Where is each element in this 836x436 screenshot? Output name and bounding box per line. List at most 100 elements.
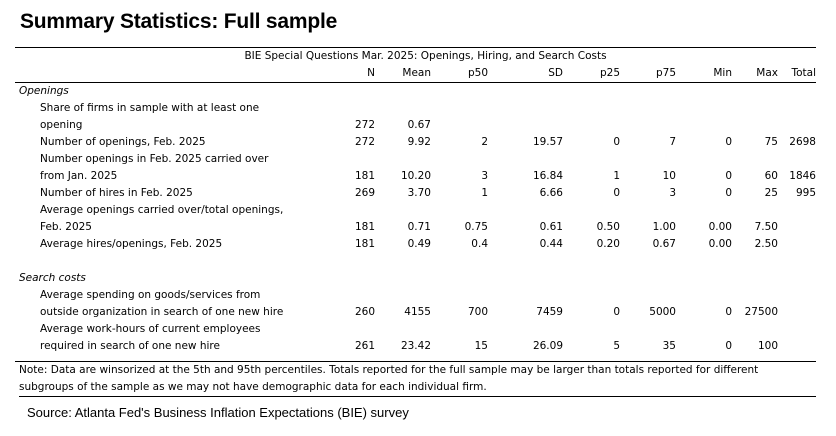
empty-cell (620, 151, 676, 168)
summary-statistics-table: N Mean p50 SD p25 p75 Min Max Total Open… (15, 65, 816, 355)
header-n: N (320, 65, 375, 83)
row-label-continued: required in search of one new hire (40, 340, 220, 352)
note-line: Note: Data are winsorized at the 5th and… (19, 364, 759, 376)
row-label: Average work-hours of current employees (40, 323, 261, 335)
table-bottom-rule (19, 396, 816, 397)
empty-cell (778, 151, 816, 168)
value-cell-p75: 7 (669, 136, 676, 148)
table-row: Share of firms in sample with at least o… (15, 100, 816, 117)
row-label-continued: from Jan. 2025 (40, 170, 118, 182)
value-cell-max: 100 (757, 340, 778, 352)
value-cell-sd: 6.66 (539, 187, 563, 199)
header-p75: p75 (620, 65, 676, 83)
table-row: Feb. 2025 181 0.71 0.75 0.61 0.50 1.00 0.00 7.50 (15, 219, 816, 236)
value-cell-min: 0 (725, 187, 732, 199)
value-cell-sd: 0.44 (539, 238, 563, 250)
value-cell-p25: 5 (613, 340, 620, 352)
value-cell-mean: 3.70 (407, 187, 431, 199)
value-cell-min: 0 (725, 306, 732, 318)
empty-cell (778, 100, 816, 117)
empty-cell (732, 151, 778, 168)
value-cell-min: 0 (725, 136, 732, 148)
value-cell-p25: 0 (613, 136, 620, 148)
header-max: Max (732, 65, 778, 83)
header-sd: SD (488, 65, 563, 83)
empty-cell (676, 151, 732, 168)
value-cell-min: 0.00 (708, 238, 732, 250)
table-row: required in search of one new hire 261 23.… (15, 338, 816, 355)
value-cell-p50: 1 (481, 187, 488, 199)
row-label: Average openings carried over/total open… (40, 204, 284, 216)
empty-cell (488, 287, 563, 304)
empty-cell (375, 321, 431, 338)
value-cell-total (778, 304, 816, 321)
table-row: Number openings in Feb. 2025 carried ove… (15, 151, 816, 168)
empty-cell (431, 202, 488, 219)
value-cell-p25 (563, 117, 620, 134)
empty-cell (488, 100, 563, 117)
value-cell-sd: 16.84 (532, 170, 563, 182)
table-row: Number of hires in Feb. 2025 269 3.70 1 6.66… (15, 185, 816, 202)
header-total: Total (778, 65, 816, 83)
value-cell-n: 181 (354, 238, 375, 250)
value-cell-max: 7.50 (754, 221, 778, 233)
value-cell-n: 269 (354, 187, 375, 199)
value-cell-max: 75 (764, 136, 778, 148)
value-cell-n: 181 (354, 170, 375, 182)
value-cell-min: 0 (725, 170, 732, 182)
table-row: Average work-hours of current employees (15, 321, 816, 338)
empty-cell (676, 202, 732, 219)
value-cell-min (676, 117, 732, 134)
empty-cell (778, 321, 816, 338)
value-cell-n: 181 (354, 221, 375, 233)
empty-cell (620, 321, 676, 338)
page-title: Summary Statistics: Full sample (20, 10, 338, 33)
empty-cell (488, 151, 563, 168)
empty-cell (431, 151, 488, 168)
note-line: subgroups of the sample as we may not ha… (19, 381, 487, 393)
empty-cell (488, 321, 563, 338)
value-cell-total (778, 338, 816, 355)
value-cell-n: 272 (354, 119, 375, 131)
table-row: Average openings carried over/total open… (15, 202, 816, 219)
table-row: opening 272 0.67 (15, 117, 816, 134)
empty-cell (676, 287, 732, 304)
empty-cell (563, 287, 620, 304)
value-cell-p50: 700 (467, 306, 488, 318)
empty-cell (375, 151, 431, 168)
source-text: Source: Atlanta Fed's Business Inflation… (27, 405, 409, 420)
value-cell-sd: 26.09 (532, 340, 563, 352)
empty-cell (563, 151, 620, 168)
empty-cell (320, 100, 375, 117)
empty-cell (320, 151, 375, 168)
value-cell-total: 995 (795, 187, 816, 199)
value-cell-p75 (620, 117, 676, 134)
value-cell-p75: 3 (669, 187, 676, 199)
empty-cell (563, 100, 620, 117)
value-cell-mean: 4155 (404, 306, 431, 318)
empty-cell (732, 287, 778, 304)
empty-cell (620, 202, 676, 219)
value-cell-p50: 3 (481, 170, 488, 182)
value-cell-p50: 2 (481, 136, 488, 148)
value-cell-p25: 0.50 (596, 221, 620, 233)
empty-cell (563, 321, 620, 338)
value-cell-mean: 9.92 (407, 136, 431, 148)
empty-cell (320, 202, 375, 219)
section-title: Search costs (19, 272, 86, 284)
value-cell-p25: 0 (613, 306, 620, 318)
value-cell-mean: 10.20 (400, 170, 431, 182)
value-cell-mean: 0.71 (407, 221, 431, 233)
header-min: Min (676, 65, 732, 83)
empty-cell (732, 321, 778, 338)
row-label: Share of firms in sample with at least o… (40, 102, 260, 114)
table-row: outside organization in search of one ne… (15, 304, 816, 321)
empty-cell (778, 287, 816, 304)
value-cell-total (778, 236, 816, 253)
header-label-cell (15, 65, 320, 83)
row-label: Number openings in Feb. 2025 carried ove… (40, 153, 269, 165)
empty-cell (778, 202, 816, 219)
table-row: Number of openings, Feb. 2025 272 9.92 2 19.… (15, 134, 816, 151)
value-cell-total: 2698 (789, 136, 816, 148)
value-cell-max: 25 (764, 187, 778, 199)
